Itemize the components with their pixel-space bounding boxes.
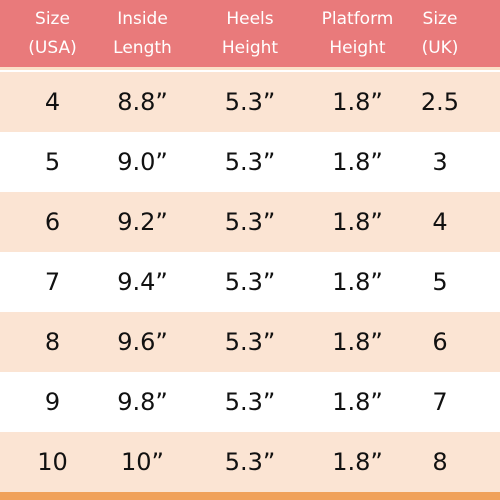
table-row: 8 9.6” 5.3” 1.8” 6 [0, 312, 500, 372]
cell-heels-height: 5.3” [224, 388, 276, 416]
cell-size-usa: 10 [37, 448, 68, 476]
bottom-edge-line [0, 492, 500, 500]
cell-inside-length: 8.8” [117, 88, 168, 116]
cell-heels-height: 5.3” [224, 448, 276, 476]
header-size-usa: Size (USA) [10, 0, 95, 67]
header-label: Height [221, 38, 279, 59]
cell-size-uk: 7 [432, 388, 448, 416]
header-size-uk: Size (UK) [405, 0, 475, 67]
cell-size-usa: 8 [44, 328, 61, 356]
cell-size-usa: 4 [44, 88, 61, 116]
cell-heels-height: 5.3” [224, 328, 276, 356]
header-label: Size [422, 8, 458, 29]
table-row: 7 9.4” 5.3” 1.8” 5 [0, 252, 500, 312]
cell-size-usa: 9 [44, 388, 61, 416]
cell-size-uk: 6 [432, 328, 448, 356]
cell-inside-length: 10” [121, 448, 164, 476]
header-label: Length [113, 38, 172, 59]
table-header-row: Size (USA) Inside Length Heels Height Pl… [0, 0, 500, 70]
cell-heels-height: 5.3” [224, 148, 276, 176]
header-label: Platform [321, 8, 394, 29]
cell-size-usa: 5 [44, 148, 61, 176]
cell-inside-length: 9.0” [117, 148, 168, 176]
cell-platform-height: 1.8” [332, 208, 383, 236]
header-label: Heels [226, 8, 274, 29]
cell-inside-length: 9.2” [117, 208, 168, 236]
header-label: (UK) [421, 38, 459, 59]
cell-platform-height: 1.8” [332, 388, 383, 416]
header-inside-length: Inside Length [95, 0, 190, 67]
cell-heels-height: 5.3” [224, 88, 276, 116]
cell-platform-height: 1.8” [332, 268, 383, 296]
cell-size-uk: 4 [432, 208, 448, 236]
header-heels-height: Heels Height [200, 0, 300, 67]
table-row: 4 8.8” 5.3” 1.8” 2.5 [0, 72, 500, 132]
header-label: Height [329, 38, 386, 59]
header-label: (USA) [28, 38, 77, 59]
cell-inside-length: 9.4” [117, 268, 168, 296]
cell-platform-height: 1.8” [332, 328, 383, 356]
cell-heels-height: 5.3” [224, 208, 276, 236]
cell-size-usa: 7 [44, 268, 61, 296]
table-row: 9 9.8” 5.3” 1.8” 7 [0, 372, 500, 432]
cell-platform-height: 1.8” [332, 448, 383, 476]
cell-platform-height: 1.8” [332, 148, 383, 176]
cell-size-usa: 6 [44, 208, 61, 236]
cell-size-uk: 3 [432, 148, 448, 176]
cell-inside-length: 9.8” [117, 388, 168, 416]
cell-platform-height: 1.8” [332, 88, 383, 116]
header-label: Inside [117, 8, 168, 29]
table-row: 5 9.0” 5.3” 1.8” 3 [0, 132, 500, 192]
cell-size-uk: 2.5 [420, 88, 460, 116]
cell-size-uk: 8 [432, 448, 448, 476]
cell-size-uk: 5 [432, 268, 448, 296]
header-label: Size [35, 8, 70, 29]
table-row: 10 10” 5.3” 1.8” 8 [0, 432, 500, 492]
cell-inside-length: 9.6” [117, 328, 168, 356]
cell-heels-height: 5.3” [224, 268, 276, 296]
table-row: 6 9.2” 5.3” 1.8” 4 [0, 192, 500, 252]
header-platform-height: Platform Height [310, 0, 405, 67]
